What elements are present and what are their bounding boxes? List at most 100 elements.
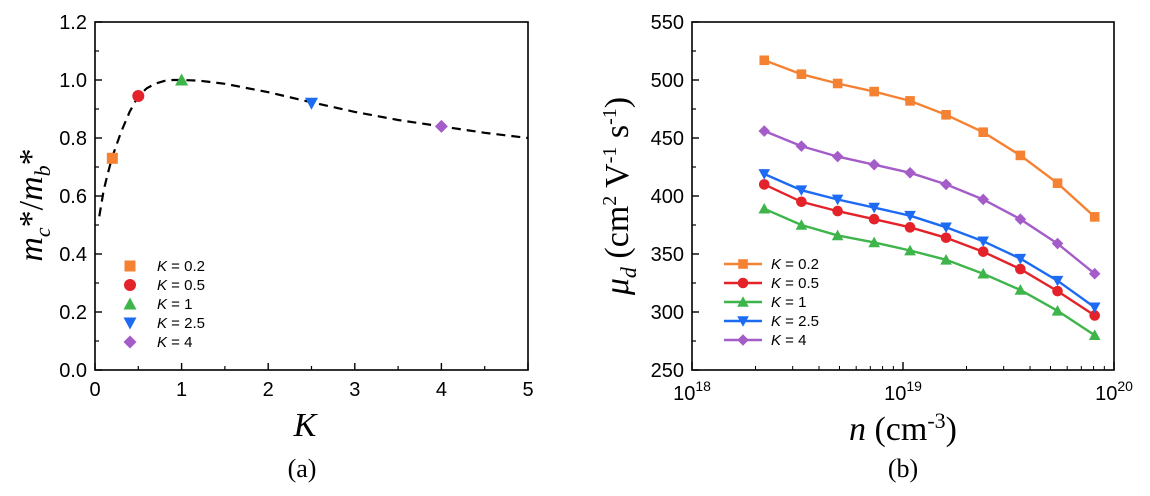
legend-marker (737, 277, 749, 289)
svg-text:μd (cm2 V-1 s-1): μd (cm2 V-1 s-1) (599, 97, 641, 296)
data-point (1089, 212, 1100, 222)
chart-b-legend: K = 0.2 K = 0.5 K = 1 K = 2.5 K = 4 (724, 256, 819, 349)
data-point (758, 125, 771, 137)
data-point (904, 210, 916, 222)
data-point (940, 222, 952, 234)
x-tick-label: 4 (436, 379, 447, 401)
data-point (1051, 275, 1064, 287)
data-point (132, 89, 145, 102)
chart-b: 1018 1019 1020 250 300 350 400 450 500 550 K = 0.… (599, 12, 1133, 483)
legend-marker (124, 260, 136, 272)
data-point (1014, 284, 1027, 295)
series-line (763, 183, 1096, 317)
series-line (763, 59, 1096, 218)
chart-a-panel-label: (a) (288, 454, 317, 483)
legend-label: K = 0.2 (157, 258, 205, 275)
data-point (175, 73, 189, 86)
data-point (978, 127, 989, 137)
legend-label: K = 2.5 (771, 313, 819, 330)
data-point (795, 140, 808, 152)
data-point (977, 236, 990, 248)
x-tick-label: 1019 (884, 378, 922, 405)
data-point (940, 178, 952, 191)
legend-label: K = 0.5 (157, 277, 205, 294)
data-point (1014, 213, 1027, 225)
chart-b-series (758, 55, 1101, 340)
legend-marker (123, 297, 137, 310)
data-point (758, 179, 770, 190)
data-point (904, 244, 916, 256)
y-tick-label: 0.6 (59, 186, 87, 208)
x-tick-label: 2 (263, 379, 274, 401)
data-point (905, 96, 915, 106)
x-tick-label: 3 (349, 379, 360, 401)
data-point (831, 150, 844, 163)
data-point (1051, 305, 1064, 316)
data-point (434, 119, 448, 133)
data-point (977, 267, 990, 279)
legend-label: K = 2.5 (157, 315, 205, 332)
legend-marker (737, 296, 749, 307)
chart-a-y-title: mc*/mb* (13, 148, 55, 261)
y-tick-label: 450 (651, 128, 684, 150)
legend-marker (123, 335, 137, 349)
data-point (795, 185, 808, 196)
data-point (832, 78, 843, 89)
data-point (1052, 285, 1063, 297)
data-point (305, 97, 318, 110)
y-tick-label: 1.2 (59, 12, 87, 34)
chart-b-x-title: n (cm-3) (849, 408, 957, 448)
chart-b-frame (691, 21, 1115, 371)
chart-a-points (106, 73, 448, 164)
data-point (868, 213, 880, 225)
legend-marker (124, 279, 136, 291)
chart-a: 0 1 2 3 4 50.00.20.40.60.81.01.2 K = 0.2K = 0… (13, 12, 534, 483)
data-point (868, 202, 880, 214)
data-point (940, 232, 952, 244)
chart-a-legend: K = 0.2 K = 0.5 K = 1 K = 2.5 K = 4 (123, 258, 205, 351)
legend-label: K = 4 (771, 332, 806, 349)
data-point (1088, 302, 1101, 314)
data-point (796, 69, 807, 79)
legend-marker (737, 316, 749, 327)
y-tick-label: 0.8 (59, 128, 87, 150)
chart-b-panel-label: (b) (888, 454, 918, 483)
data-point (868, 236, 880, 248)
chart-a-fit-curve (98, 78, 529, 217)
x-tick-label: 0 (89, 379, 100, 401)
data-point (796, 196, 807, 208)
data-point (1014, 253, 1027, 265)
y-tick-label: 350 (651, 244, 684, 266)
x-tick-label: 1 (176, 379, 187, 401)
data-point (106, 152, 118, 164)
x-tick-label: 1018 (673, 378, 711, 405)
chart-a-ticks: 0 1 2 3 4 5 0.0 0.2 0.4 0.6 0.8 1.0 1.2 (59, 12, 533, 401)
y-tick-label: 300 (651, 302, 684, 324)
data-point (831, 229, 844, 241)
chart-b-y-title: μd (cm2 V-1 s-1) (599, 97, 641, 296)
data-point (832, 205, 843, 217)
legend-marker (123, 317, 137, 330)
y-tick-label: 0.0 (59, 360, 87, 382)
legend-label: K = 0.5 (771, 275, 819, 292)
chart-a-x-title: K (293, 407, 319, 444)
data-point (831, 194, 844, 206)
series-line (763, 172, 1096, 309)
data-point (940, 254, 952, 265)
data-point (1088, 329, 1101, 340)
legend-label: K = 4 (157, 334, 192, 351)
data-point (758, 169, 771, 180)
legend-marker (737, 334, 749, 346)
data-point (1088, 267, 1101, 280)
y-tick-label: 0.2 (59, 302, 87, 324)
y-tick-label: 1.0 (59, 70, 87, 92)
x-tick-label: 1020 (1095, 378, 1133, 405)
data-point (1051, 237, 1064, 250)
y-tick-label: 250 (651, 360, 684, 382)
legend-marker (738, 259, 748, 269)
data-point (869, 86, 879, 97)
legend-label: K = 1 (771, 294, 806, 311)
svg-text:mc*/mb*: mc*/mb* (13, 148, 55, 261)
data-point (904, 167, 916, 179)
series-line (763, 207, 1096, 337)
